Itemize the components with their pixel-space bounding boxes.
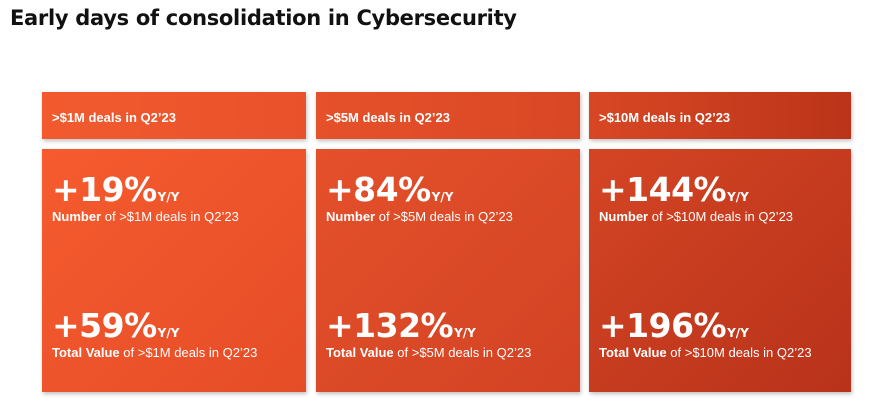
stat-label: Total Value of >$5M deals in Q2’23: [326, 345, 531, 361]
stat-label-bold: Total Value: [599, 345, 667, 360]
stat-value: +19%: [52, 170, 157, 209]
stat-value-growth: +132%Y/Y Total Value of >$5M deals in Q2…: [326, 307, 531, 361]
stat-suffix: Y/Y: [454, 326, 476, 340]
stat-label: Total Value of >$10M deals in Q2’23: [599, 345, 812, 361]
stat-label-rest: of >$1M deals in Q2’23: [101, 209, 239, 224]
card-header: >$5M deals in Q2’23: [316, 92, 580, 139]
stat-value: +144%: [599, 170, 727, 209]
stat-value: +132%: [326, 306, 454, 345]
stat-label-rest: of >$5M deals in Q2’23: [393, 345, 532, 360]
stat-value: +196%: [599, 306, 727, 345]
stat-label-rest: of >$1M deals in Q2’23: [119, 345, 258, 360]
stat-label-bold: Number: [599, 209, 649, 224]
stat-label-bold: Number: [326, 209, 376, 224]
card-body: +144%Y/Y Number of >$10M deals in Q2’23 …: [589, 149, 851, 392]
stat-label-rest: of >$10M deals in Q2’23: [666, 345, 812, 360]
stat-label-bold: Total Value: [326, 345, 394, 360]
stat-number-growth: +84%Y/Y Number of >$5M deals in Q2’23: [326, 171, 513, 225]
stat-suffix: Y/Y: [431, 190, 454, 204]
stat-suffix: Y/Y: [157, 326, 180, 340]
stat-value-growth: +196%Y/Y Total Value of >$10M deals in Q…: [599, 307, 812, 361]
card-5m-deals: >$5M deals in Q2’23 +84%Y/Y Number of >$…: [316, 92, 580, 392]
stat-suffix: Y/Y: [157, 190, 180, 204]
stat-label-rest: of >$10M deals in Q2’23: [648, 209, 794, 224]
stat-suffix: Y/Y: [727, 190, 749, 204]
stat-label: Number of >$5M deals in Q2’23: [326, 209, 513, 225]
stat-value: +84%: [326, 170, 431, 209]
stat-label-bold: Number: [52, 209, 102, 224]
stat-suffix: Y/Y: [727, 326, 749, 340]
card-body: +19%Y/Y Number of >$1M deals in Q2’23 +5…: [42, 149, 306, 392]
stat-number-growth: +19%Y/Y Number of >$1M deals in Q2’23: [52, 171, 239, 225]
stat-label: Total Value of >$1M deals in Q2’23: [52, 345, 257, 361]
stat-number-growth: +144%Y/Y Number of >$10M deals in Q2’23: [599, 171, 793, 225]
stat-value: +59%: [52, 306, 157, 345]
stat-label: Number of >$10M deals in Q2’23: [599, 209, 793, 225]
card-10m-deals: >$10M deals in Q2’23 +144%Y/Y Number of …: [589, 92, 851, 392]
stat-label-bold: Total Value: [52, 345, 120, 360]
page-title: Early days of consolidation in Cybersecu…: [10, 6, 517, 30]
stat-label-rest: of >$5M deals in Q2’23: [375, 209, 513, 224]
stat-label: Number of >$1M deals in Q2’23: [52, 209, 239, 225]
card-header: >$10M deals in Q2’23: [589, 92, 851, 139]
card-1m-deals: >$1M deals in Q2’23 +19%Y/Y Number of >$…: [42, 92, 306, 392]
stat-value-growth: +59%Y/Y Total Value of >$1M deals in Q2’…: [52, 307, 257, 361]
card-header: >$1M deals in Q2’23: [42, 92, 306, 139]
card-body: +84%Y/Y Number of >$5M deals in Q2’23 +1…: [316, 149, 580, 392]
